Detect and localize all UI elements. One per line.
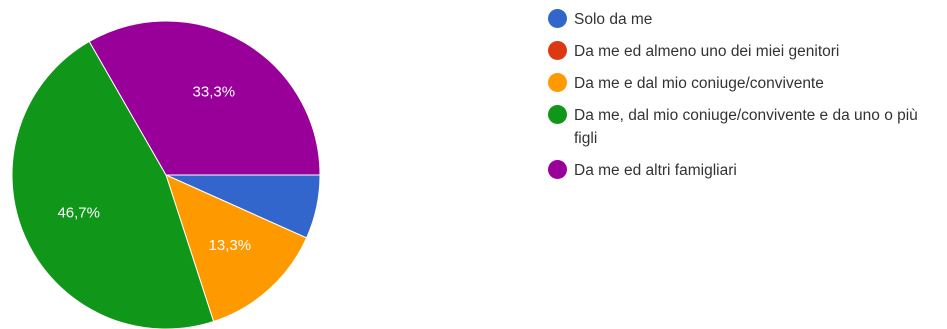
pie-slice[interactable] xyxy=(165,174,308,323)
legend-label: Solo da me xyxy=(574,11,653,28)
legend-item[interactable]: Da me e dal mio coniuge/convivente xyxy=(548,72,943,95)
legend-item[interactable]: Solo da me xyxy=(548,8,943,31)
slice-data-label: 46,7% xyxy=(57,205,100,222)
pie-slice[interactable] xyxy=(88,20,321,176)
legend-label: Da me e dal mio coniuge/convivente xyxy=(574,75,824,92)
legend-item[interactable]: Da me, dal mio coniuge/convivente e da u… xyxy=(548,104,943,150)
legend-item[interactable]: Da me ed almeno uno dei miei genitori xyxy=(548,40,943,63)
legend-label: Da me ed almeno uno dei miei genitori xyxy=(574,43,840,60)
legend-item[interactable]: Da me ed altri famigliari xyxy=(548,159,943,182)
legend-swatch xyxy=(548,160,567,179)
legend-swatch xyxy=(548,41,567,60)
legend-swatch xyxy=(548,9,567,28)
slice-data-label: 33,3% xyxy=(193,83,236,100)
legend-swatch xyxy=(548,73,567,92)
legend-swatch xyxy=(548,105,567,124)
legend-label: Da me ed altri famigliari xyxy=(574,162,737,179)
pie-chart: 13,3% 46,7% 33,3% xyxy=(11,20,321,329)
slice-data-label: 13,3% xyxy=(209,237,252,254)
pie-slice[interactable] xyxy=(11,40,215,329)
legend-label: Da me, dal mio coniuge/convivente e da u… xyxy=(574,107,918,147)
legend: Solo da me Da me ed almeno uno dei miei … xyxy=(548,8,943,191)
